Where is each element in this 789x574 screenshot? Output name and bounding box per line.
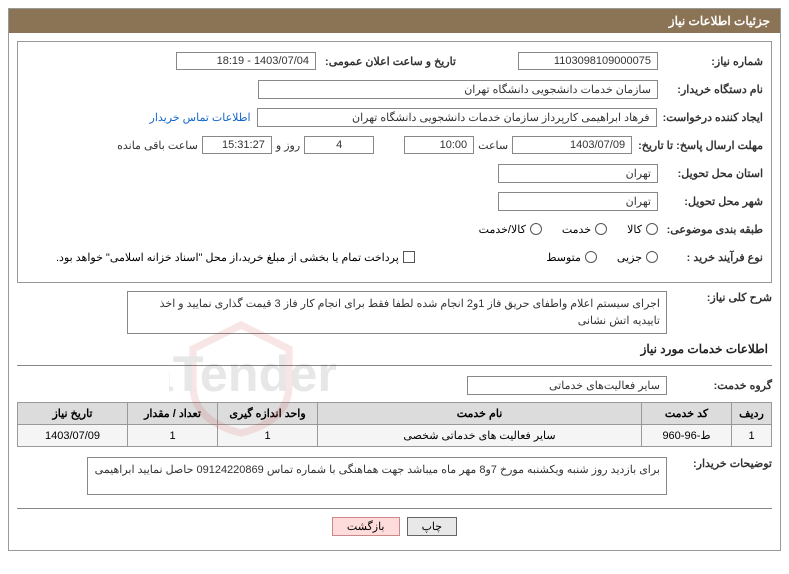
radio-motavaset[interactable]: متوسط	[546, 251, 597, 264]
field-time-remaining: 15:31:27	[202, 136, 272, 154]
row-description: شرح کلی نیاز: اجرای سیستم اعلام واطفای ح…	[17, 291, 772, 334]
radio-kala[interactable]: کالا	[627, 223, 658, 236]
services-section-title: اطلاعات خدمات مورد نیاز	[17, 342, 768, 356]
panel-body: AriaTender شماره نیاز: 1103098109000075 …	[9, 33, 780, 550]
row-buyer-notes: توضیحات خریدار: برای بازدید روز شنبه ویک…	[17, 457, 772, 495]
label-province: استان محل تحویل:	[658, 167, 763, 180]
radio-label-kala: کالا	[627, 223, 642, 236]
radio-label-khedmat: خدمت	[562, 223, 591, 236]
th-unit: واحد اندازه گیری	[218, 403, 318, 425]
field-city: تهران	[498, 192, 658, 211]
td-unit: 1	[218, 425, 318, 447]
row-buyer-org: نام دستگاه خریدار: سازمان خدمات دانشجویی…	[26, 78, 763, 100]
th-code: کد خدمت	[642, 403, 732, 425]
th-radif: ردیف	[732, 403, 772, 425]
label-service-group: گروه خدمت:	[667, 379, 772, 392]
services-table: ردیف کد خدمت نام خدمت واحد اندازه گیری ت…	[17, 402, 772, 447]
payment-checkbox[interactable]	[403, 251, 415, 263]
divider	[17, 362, 772, 366]
label-need-no: شماره نیاز:	[658, 55, 763, 68]
th-name: نام خدمت	[318, 403, 642, 425]
row-process-type: نوع فرآیند خرید : جزیی متوسط پرداخت تمام…	[26, 246, 763, 268]
label-buyer-org: نام دستگاه خریدار:	[658, 83, 763, 96]
field-deadline-hour: 10:00	[404, 136, 474, 154]
radio-icon	[530, 223, 542, 235]
divider	[17, 505, 772, 509]
radio-jozei[interactable]: جزیی	[617, 251, 658, 264]
field-need-no: 1103098109000075	[518, 52, 658, 70]
td-date: 1403/07/09	[18, 425, 128, 447]
field-province: تهران	[498, 164, 658, 183]
label-day-and: روز و	[276, 139, 300, 152]
radio-icon	[646, 223, 658, 235]
field-announce-date: 1403/07/04 - 18:19	[176, 52, 316, 70]
table-row: 1 ط-96-960 سایر فعالیت های خدماتی شخصی 1…	[18, 425, 772, 447]
field-service-group: سایر فعالیت‌های خدماتی	[467, 376, 667, 395]
radio-khedmat[interactable]: خدمت	[562, 223, 607, 236]
subject-class-radios: کالا خدمت کالا/خدمت	[479, 223, 658, 236]
label-city: شهر محل تحویل:	[658, 195, 763, 208]
td-name: سایر فعالیت های خدماتی شخصی	[318, 425, 642, 447]
td-radif: 1	[732, 425, 772, 447]
info-box: شماره نیاز: 1103098109000075 تاریخ و ساع…	[17, 41, 772, 283]
table-header-row: ردیف کد خدمت نام خدمت واحد اندازه گیری ت…	[18, 403, 772, 425]
radio-icon	[646, 251, 658, 263]
label-subject-class: طبقه بندی موضوعی:	[658, 223, 763, 236]
field-days-remaining: 4	[304, 136, 374, 154]
th-date: تاریخ نیاز	[18, 403, 128, 425]
details-panel: جزئیات اطلاعات نیاز AriaTender شماره نیا…	[8, 8, 781, 551]
th-qty: تعداد / مقدار	[128, 403, 218, 425]
row-subject-class: طبقه بندی موضوعی: کالا خدمت کالا/خدمت	[26, 218, 763, 240]
td-qty: 1	[128, 425, 218, 447]
td-code: ط-96-960	[642, 425, 732, 447]
label-buyer-notes: توضیحات خریدار:	[667, 457, 772, 470]
row-deadline: مهلت ارسال پاسخ: تا تاریخ: 1403/07/09 سا…	[26, 134, 763, 156]
label-process-type: نوع فرآیند خرید :	[658, 251, 763, 264]
row-need-no: شماره نیاز: 1103098109000075 تاریخ و ساع…	[26, 50, 763, 72]
radio-icon	[595, 223, 607, 235]
print-button[interactable]: چاپ	[407, 517, 458, 536]
field-description: اجرای سیستم اعلام واطفای حریق فاز 1و2 ان…	[127, 291, 667, 334]
payment-note: پرداخت تمام یا بخشی از مبلغ خرید،از محل …	[56, 251, 399, 264]
field-buyer-org: سازمان خدمات دانشجویی دانشگاه تهران	[258, 80, 658, 99]
row-requester: ایجاد کننده درخواست: فرهاد ابراهیمی کارپ…	[26, 106, 763, 128]
label-deadline: مهلت ارسال پاسخ: تا تاریخ:	[632, 139, 763, 152]
radio-label-kk: کالا/خدمت	[479, 223, 526, 236]
field-deadline-date: 1403/07/09	[512, 136, 632, 154]
process-type-radios: جزیی متوسط	[546, 251, 658, 264]
label-announce-date: تاریخ و ساعت اعلان عمومی:	[316, 55, 456, 68]
label-remaining: ساعت باقی مانده	[117, 139, 198, 152]
label-description: شرح کلی نیاز:	[667, 291, 772, 304]
radio-kala-khedmat[interactable]: کالا/خدمت	[479, 223, 542, 236]
radio-label-jozei: جزیی	[617, 251, 642, 264]
row-province: استان محل تحویل: تهران	[26, 162, 763, 184]
row-city: شهر محل تحویل: تهران	[26, 190, 763, 212]
button-bar: چاپ بازگشت	[17, 517, 772, 536]
panel-title: جزئیات اطلاعات نیاز	[9, 9, 780, 33]
field-requester: فرهاد ابراهیمی کارپرداز سازمان خدمات دان…	[257, 108, 657, 127]
label-hour: ساعت	[478, 139, 508, 152]
radio-icon	[585, 251, 597, 263]
row-service-group: گروه خدمت: سایر فعالیت‌های خدماتی	[17, 374, 772, 396]
back-button[interactable]: بازگشت	[332, 517, 400, 536]
radio-label-motavaset: متوسط	[546, 251, 581, 264]
buyer-contact-link[interactable]: اطلاعات تماس خریدار	[150, 111, 251, 124]
label-requester: ایجاد کننده درخواست:	[657, 111, 763, 124]
field-buyer-notes: برای بازدید روز شنبه ویکشنبه مورخ 7و8 مه…	[87, 457, 667, 495]
